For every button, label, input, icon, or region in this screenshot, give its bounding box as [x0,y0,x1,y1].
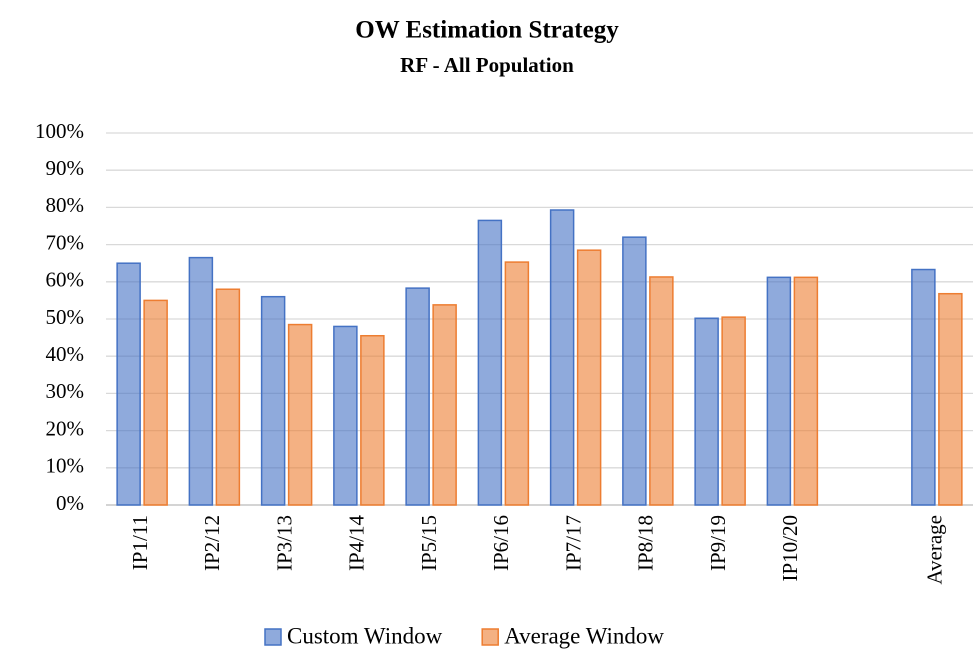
y-tick-label: 60% [46,268,85,292]
y-tick-label: 40% [46,342,85,366]
y-tick-label: 10% [46,454,85,478]
y-tick-label: 30% [46,379,85,403]
bar [938,292,963,506]
bar [215,288,241,506]
bar [649,276,674,506]
bar [432,304,457,506]
legend-label: Average Window [504,623,664,648]
bar [477,219,503,506]
bar [721,316,746,506]
bar [188,256,214,506]
legend-label: Custom Window [287,623,443,648]
bar [504,261,530,506]
bar [766,276,792,506]
bar [576,249,602,506]
y-tick-label: 100% [35,119,84,143]
y-tick-label: 50% [46,305,85,329]
bar [622,236,647,506]
chart-title: OW Estimation Strategy [355,17,619,44]
bar [260,295,286,506]
bar [793,276,819,506]
x-tick-label: IP4/14 [345,515,369,572]
bar [116,262,141,506]
y-tick-label: 20% [46,416,85,440]
x-tick-label: IP2/12 [200,515,224,571]
bar [333,325,358,506]
y-tick-label: 0% [56,491,84,515]
bar [143,299,168,506]
x-tick-label: IP6/16 [489,515,513,571]
chart-subtitle: RF - All Population [400,53,574,77]
bar [694,317,719,506]
x-tick-label: Average [923,515,947,585]
bar [911,268,936,506]
y-tick-label: 90% [46,156,85,180]
x-tick-label: IP9/19 [706,515,730,571]
y-tick-label: 80% [46,193,85,217]
legend-swatch [481,628,499,646]
x-tick-label: IP8/18 [634,515,658,571]
y-tick-label: 70% [46,230,85,254]
x-tick-label: IP7/17 [561,515,585,571]
x-tick-label: IP1/11 [128,515,152,570]
bar [549,209,575,506]
x-tick-label: IP5/15 [417,515,441,571]
bar [287,323,313,506]
legend-swatch [264,628,282,646]
bar [360,334,385,506]
x-tick-label: IP3/13 [272,515,296,571]
bar [405,287,430,506]
x-tick-label: IP10/20 [778,515,802,582]
